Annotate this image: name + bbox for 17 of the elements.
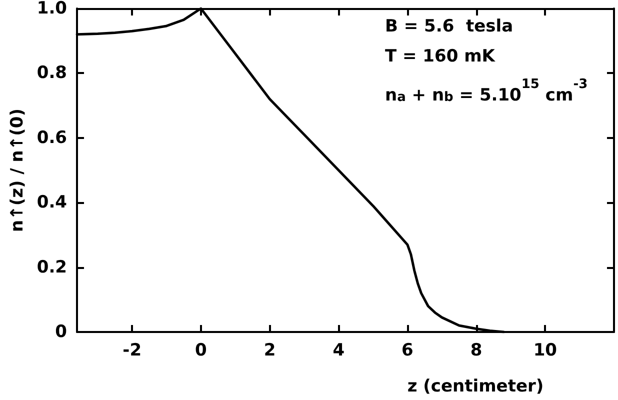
x-tick-label: 0: [195, 340, 207, 360]
y-tick-label: 0.2: [36, 257, 67, 278]
x-tick-label: 8: [470, 340, 482, 360]
x-tick-label: 6: [402, 340, 414, 360]
annotation: B = 5.6 tesla: [385, 16, 514, 36]
x-tick-label: -2: [122, 340, 142, 360]
x-tick-label: 4: [332, 340, 345, 360]
y-tick-label: 0.6: [36, 128, 67, 148]
x-axis-title: z (centimeter): [407, 376, 544, 396]
y-tick-label: 1.0: [36, 0, 68, 18]
y-tick-label: 0.8: [36, 63, 67, 84]
x-tick-label: 10: [533, 340, 558, 360]
y-tick-label: 0.4: [36, 192, 68, 213]
annotation: T = 160 mK: [385, 46, 496, 66]
y-tick-label: 0: [55, 322, 68, 342]
x-tick-label: 2: [264, 340, 276, 360]
y-axis-title: n↑(z) / n↑(0): [7, 108, 28, 232]
